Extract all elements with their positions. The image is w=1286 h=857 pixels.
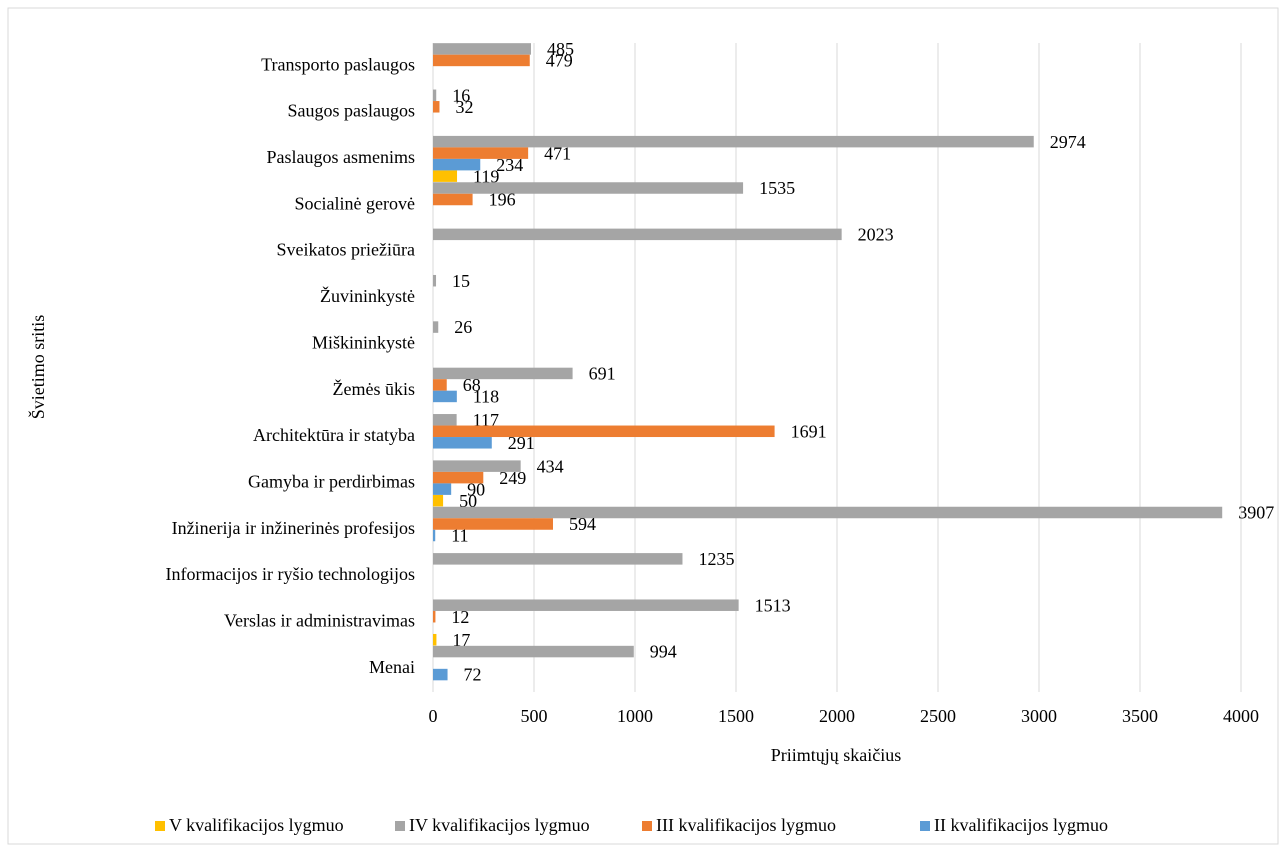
data-label: 117: [473, 410, 499, 430]
bar: [433, 518, 553, 530]
x-tick-label: 2500: [920, 706, 956, 726]
bar: [433, 529, 436, 542]
bar: [433, 425, 775, 438]
bar: [433, 414, 457, 426]
bar: [433, 599, 739, 611]
bar: [433, 668, 448, 681]
bar: [433, 170, 458, 182]
bar: [433, 610, 436, 623]
x-tick-label: 500: [521, 706, 548, 726]
data-label: 50: [459, 491, 477, 511]
bar: [433, 390, 457, 403]
y-axis-title: Švietimo sritis: [27, 315, 48, 420]
bar: [433, 379, 447, 391]
x-axis-title: Priimtųjų skaičius: [771, 745, 902, 765]
data-label: 434: [537, 456, 564, 476]
bar: [433, 274, 437, 287]
y-tick-label: Socialinė gerovė: [295, 193, 415, 213]
data-label: 485: [547, 39, 574, 59]
data-label: 594: [569, 514, 596, 534]
y-tick-label: Menai: [369, 657, 415, 677]
data-label: 2974: [1050, 132, 1086, 152]
data-label: 249: [499, 468, 526, 488]
legend-swatch: [920, 821, 930, 831]
y-tick-label: Sveikatos priežiūra: [277, 240, 415, 260]
bar: [433, 54, 530, 67]
data-label: 196: [489, 190, 516, 210]
y-tick-label: Architektūra ir statyba: [253, 425, 415, 445]
legend-label: IV kvalifikacijos lygmuo: [409, 815, 590, 835]
bar: [433, 43, 531, 55]
bar: [433, 193, 473, 206]
data-label: 68: [463, 375, 481, 395]
bar: [433, 367, 573, 380]
bar: [433, 135, 1034, 148]
x-tick-label: 1000: [617, 706, 653, 726]
y-tick-label: Inžinerija ir inžinerinės profesijos: [172, 518, 415, 538]
y-tick-label: Žemės ūkis: [333, 378, 416, 399]
y-tick-label: Miškininkystė: [312, 332, 415, 352]
data-label: 16: [452, 85, 470, 105]
data-label: 1513: [755, 595, 791, 615]
legend-label: V kvalifikacijos lygmuo: [169, 815, 344, 835]
legend-label: III kvalifikacijos lygmuo: [656, 815, 836, 835]
y-tick-label: Verslas ir administravimas: [224, 611, 415, 631]
x-tick-label: 3500: [1122, 706, 1158, 726]
bar: [433, 147, 529, 159]
data-label: 15: [452, 271, 470, 291]
y-tick-label: Informacijos ir ryšio technologijos: [166, 564, 415, 584]
bar: [433, 437, 492, 449]
data-label: 994: [650, 642, 677, 662]
data-label: 32: [455, 97, 473, 117]
x-tick-label: 3000: [1021, 706, 1057, 726]
x-tick-label: 1500: [718, 706, 754, 726]
data-label: 1691: [791, 421, 827, 441]
bar: [433, 228, 842, 241]
bar: [433, 483, 452, 495]
bar: [433, 553, 683, 565]
data-label: 17: [452, 630, 470, 650]
x-tick-label: 4000: [1223, 706, 1259, 726]
data-label: 291: [508, 433, 535, 453]
bar: [433, 460, 521, 472]
bar: [433, 158, 481, 171]
bar: [433, 645, 634, 658]
data-label: 234: [496, 155, 523, 175]
y-tick-label: Žuvininkystė: [320, 285, 415, 306]
data-label: 3907: [1238, 503, 1274, 523]
bar: [433, 101, 440, 113]
x-tick-label: 2000: [819, 706, 855, 726]
bar: [433, 89, 437, 102]
bar: [433, 494, 444, 507]
x-tick-label: 0: [429, 706, 438, 726]
data-label: 1235: [698, 549, 734, 569]
bar: [433, 506, 1223, 519]
data-label: 11: [451, 526, 468, 546]
y-tick-label: Paslaugos asmenims: [267, 147, 416, 167]
data-label: 26: [454, 317, 472, 337]
legend-swatch: [155, 821, 165, 831]
legend-label: II kvalifikacijos lygmuo: [934, 815, 1108, 835]
bar: [433, 321, 439, 333]
data-label: 90: [467, 479, 485, 499]
data-label: 691: [589, 364, 616, 384]
data-label: 2023: [858, 224, 894, 244]
data-label: 72: [464, 665, 482, 685]
y-tick-label: Transporto paslaugos: [261, 54, 415, 74]
data-label: 12: [451, 607, 469, 627]
legend-swatch: [642, 821, 652, 831]
y-tick-label: Gamyba ir perdirbimas: [248, 472, 415, 492]
bar: [433, 471, 484, 484]
bar: [433, 182, 744, 194]
legend-swatch: [395, 821, 405, 831]
data-label: 119: [473, 166, 499, 186]
data-label: 1535: [759, 178, 795, 198]
data-label: 479: [546, 51, 573, 71]
bar: [433, 633, 437, 646]
data-label: 118: [473, 387, 499, 407]
data-label: 471: [544, 143, 571, 163]
y-tick-label: Saugos paslaugos: [288, 101, 416, 121]
